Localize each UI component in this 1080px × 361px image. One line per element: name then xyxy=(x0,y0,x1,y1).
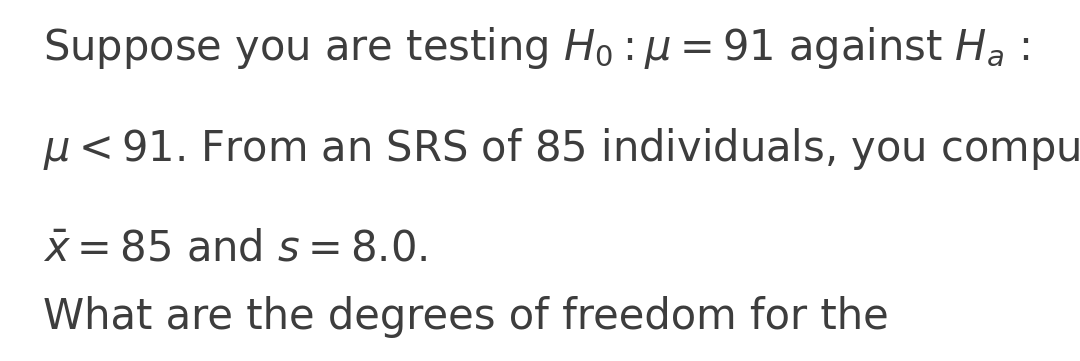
Text: $\mu < 91$. From an SRS of 85 individuals, you compute: $\mu < 91$. From an SRS of 85 individual… xyxy=(43,126,1080,172)
Text: Suppose you are testing $H_0 : \mu = 91$ against $H_a$ :: Suppose you are testing $H_0 : \mu = 91$… xyxy=(43,25,1030,71)
Text: $\bar{x} = 85$ and $s = 8.0.$: $\bar{x} = 85$ and $s = 8.0.$ xyxy=(43,227,428,269)
Text: What are the degrees of freedom for the: What are the degrees of freedom for the xyxy=(43,296,889,338)
